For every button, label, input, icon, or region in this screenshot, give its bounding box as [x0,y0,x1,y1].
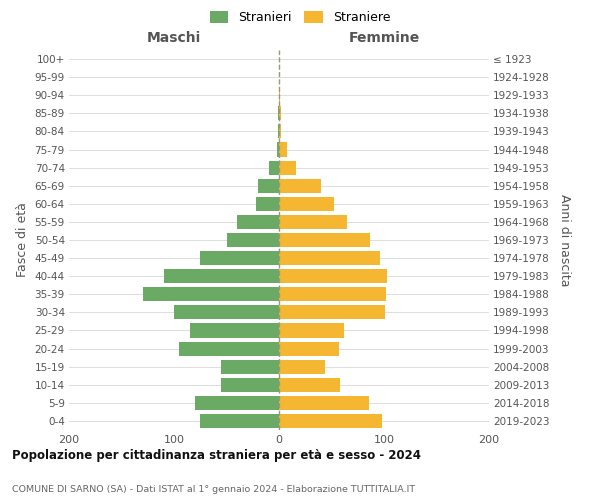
Y-axis label: Fasce di età: Fasce di età [16,202,29,278]
Bar [279,306,385,320]
Bar [200,251,279,265]
Text: Popolazione per cittadinanza straniera per età e sesso - 2024: Popolazione per cittadinanza straniera p… [12,450,421,462]
Bar [279,378,340,392]
Bar [221,360,279,374]
Bar [174,306,279,320]
Bar [279,324,344,338]
Bar [279,396,369,410]
Bar [279,233,370,247]
Bar [279,106,281,120]
Bar [256,197,279,211]
Bar [195,396,279,410]
Bar [277,142,279,156]
Bar [269,160,279,174]
Bar [279,124,281,138]
Bar [279,414,382,428]
Text: Femmine: Femmine [349,30,419,44]
Bar [227,233,279,247]
Legend: Stranieri, Straniere: Stranieri, Straniere [207,8,393,26]
Text: COMUNE DI SARNO (SA) - Dati ISTAT al 1° gennaio 2024 - Elaborazione TUTTITALIA.I: COMUNE DI SARNO (SA) - Dati ISTAT al 1° … [12,485,415,494]
Bar [237,215,279,229]
Bar [279,178,321,193]
Bar [279,142,287,156]
Bar [278,124,279,138]
Bar [279,197,334,211]
Bar [179,342,279,355]
Bar [190,324,279,338]
Bar [258,178,279,193]
Bar [278,106,279,120]
Bar [279,287,386,302]
Bar [279,342,339,355]
Bar [279,269,387,283]
Text: Maschi: Maschi [147,30,201,44]
Bar [143,287,279,302]
Bar [221,378,279,392]
Bar [279,88,280,102]
Bar [279,360,325,374]
Bar [200,414,279,428]
Bar [279,160,296,174]
Bar [279,215,347,229]
Bar [279,251,380,265]
Bar [163,269,279,283]
Y-axis label: Anni di nascita: Anni di nascita [558,194,571,286]
